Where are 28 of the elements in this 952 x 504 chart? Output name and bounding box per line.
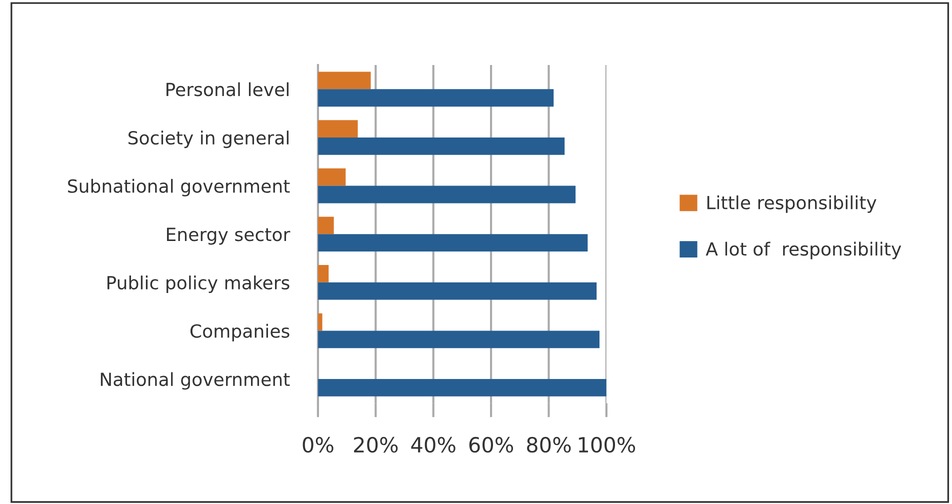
y-tick-label: Companies xyxy=(190,324,290,342)
bar xyxy=(318,137,565,155)
y-tick-label: Public policy makers xyxy=(108,276,290,294)
y-tick-label: Subnational government xyxy=(68,178,290,196)
legend-label: Little responsibility xyxy=(707,195,876,213)
y-tick-label: Personal level xyxy=(166,82,288,96)
bar xyxy=(318,313,322,331)
bar xyxy=(318,216,334,234)
bar xyxy=(318,234,588,252)
x-tick-label: 0% xyxy=(302,436,334,453)
x-tick-label: 100% xyxy=(578,436,636,453)
y-tick-label: National government xyxy=(100,372,290,390)
y-tick-label: Society in general xyxy=(128,130,288,148)
bar xyxy=(318,282,597,300)
bar xyxy=(318,265,329,282)
x-tick-label: 20% xyxy=(354,436,398,453)
bar xyxy=(318,186,576,204)
x-tick-label: 40% xyxy=(411,436,456,453)
bar xyxy=(318,168,346,186)
y-tick-label: Energy sector xyxy=(167,228,290,245)
x-tick-label: 80% xyxy=(526,436,571,453)
bar xyxy=(318,379,606,396)
bar xyxy=(318,89,554,107)
bar xyxy=(318,120,358,138)
legend-label: A lot of responsibility xyxy=(706,242,902,260)
bar xyxy=(318,72,371,90)
x-tick-label: 60% xyxy=(469,436,514,453)
bar xyxy=(318,330,600,348)
